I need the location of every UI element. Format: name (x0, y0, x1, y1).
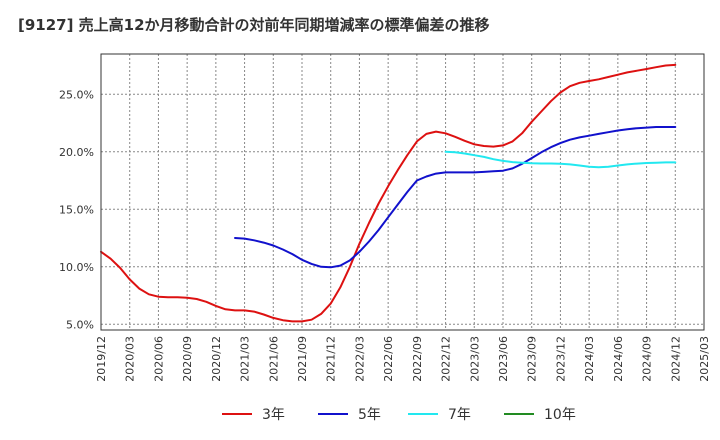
x-tick-label: 2022/12 (440, 336, 453, 382)
y-tick-label: 20.0% (59, 146, 94, 159)
x-tick-label: 2019/12 (95, 336, 108, 382)
x-tick-label: 2020/06 (152, 336, 165, 382)
x-tick-label: 2021/03 (239, 336, 252, 382)
x-tick-label: 2024/12 (669, 336, 682, 382)
legend-label-7年: 7年 (448, 407, 471, 423)
legend-label-10年: 10年 (544, 407, 576, 423)
x-tick-label: 2024/06 (612, 336, 625, 382)
y-tick-label: 25.0% (59, 88, 94, 101)
grid-lines (101, 54, 704, 330)
chart-title: [9127] 売上高12か月移動合計の対前年同期増減率の標準偏差の推移 (18, 16, 490, 34)
x-tick-label: 2023/09 (526, 336, 539, 382)
x-tick-label: 2020/03 (124, 336, 137, 382)
x-tick-label: 2022/03 (353, 336, 366, 382)
plot-area (101, 54, 704, 330)
x-tick-label: 2020/12 (210, 336, 223, 382)
x-tick-label: 2022/06 (382, 336, 395, 382)
x-tick-label: 2022/09 (411, 336, 424, 382)
y-tick-label: 5.0% (66, 318, 94, 331)
series-line-3年 (100, 63, 677, 323)
x-tick-label: 2024/09 (641, 336, 654, 382)
legend-label-3年: 3年 (262, 407, 285, 423)
legend-label-5年: 5年 (358, 407, 381, 423)
x-tick-label: 2023/12 (554, 336, 567, 382)
y-tick-label: 10.0% (59, 261, 94, 274)
x-tick-label: 2021/12 (325, 336, 338, 382)
x-tick-label: 2024/03 (583, 336, 596, 382)
series-line-7年 (444, 150, 677, 169)
series-lines (100, 63, 677, 323)
plot-frame (100, 53, 705, 331)
series-line-5年 (234, 126, 677, 269)
axis-labels: 2019/12 2020/03 2020/06 2020/09 2020/12 2021/… (59, 88, 711, 381)
y-tick-label: 15.0% (59, 203, 94, 216)
x-tick-label: 2023/03 (468, 336, 481, 382)
legend: 3年 5年 7年 10年 (222, 407, 576, 423)
x-tick-label: 2023/06 (497, 336, 510, 382)
x-tick-label: 2025/03 (698, 336, 711, 382)
x-tick-label: 2021/06 (267, 336, 280, 382)
x-tick-label: 2021/09 (296, 336, 309, 382)
x-tick-label: 2020/09 (181, 336, 194, 382)
